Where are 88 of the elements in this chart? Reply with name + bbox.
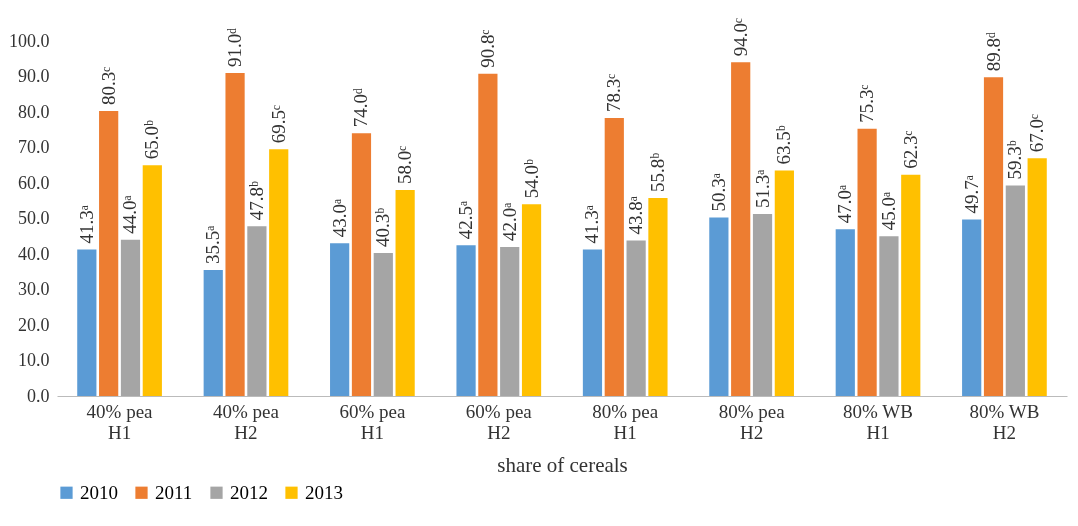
bar (752, 213, 773, 396)
data-label: 58.0ᶜ (394, 145, 416, 185)
data-label: 54.0ᵇ (520, 159, 542, 199)
bar (456, 245, 476, 396)
bar (731, 62, 751, 396)
data-label: 42.0ᵃ (498, 202, 520, 241)
x-tick-label: 80% WB H1 (843, 400, 913, 443)
bar (330, 243, 350, 396)
data-label: 42.5ᵃ (455, 200, 477, 240)
data-label: 41.3ᵃ (75, 204, 97, 244)
legend-label: 2012 (230, 481, 268, 503)
data-label: 91.0ᵈ (224, 27, 246, 67)
legend-label: 2013 (305, 481, 343, 503)
y-tick-label: 60.0 (18, 172, 50, 193)
bar (77, 249, 97, 396)
bar (604, 118, 624, 396)
data-label: 40.3ᵇ (372, 207, 394, 247)
bar (142, 165, 162, 396)
data-label: 44.0ᵃ (119, 195, 141, 234)
y-tick-label: 80.0 (18, 101, 50, 122)
data-label: 62.3ᶜ (899, 130, 921, 169)
bar (500, 246, 520, 396)
data-label: 65.0ᵇ (141, 120, 163, 160)
data-label: 41.3ᵃ (581, 204, 603, 244)
bar (626, 240, 646, 396)
x-tick-label: 60% pea H1 (339, 400, 406, 443)
bar (521, 204, 542, 396)
y-tick-label: 20.0 (18, 314, 50, 335)
bar (962, 219, 982, 396)
data-label: 51.3ᵃ (751, 169, 773, 208)
legend-label: 2010 (80, 481, 118, 503)
x-tick-label: 80% WB H2 (969, 400, 1040, 443)
bar (1027, 158, 1047, 396)
bar (983, 77, 1004, 396)
bar (648, 197, 668, 396)
data-label: 55.8ᵇ (646, 152, 668, 192)
data-label: 78.3ᶜ (603, 73, 625, 113)
bar (857, 128, 877, 396)
bar (203, 269, 223, 396)
x-axis-title: share of cereals (497, 452, 628, 477)
y-tick-label: 40.0 (18, 243, 50, 264)
data-label: 90.8ᶜ (476, 29, 498, 68)
y-tick-label: 50.0 (18, 208, 50, 228)
data-label: 67.0ᶜ (1026, 113, 1048, 153)
data-label: 74.0ᵈ (350, 88, 372, 128)
y-tick-label: 100.0 (9, 30, 50, 51)
data-label: 63.5ᵇ (773, 125, 795, 165)
bar (901, 174, 921, 396)
data-label: 43.8ᵃ (625, 196, 647, 235)
data-label: 89.8ᵈ (982, 31, 1004, 72)
bar (225, 72, 245, 396)
bar (1005, 185, 1025, 396)
bar (774, 170, 794, 396)
bar (351, 133, 372, 396)
bar (373, 252, 393, 396)
data-label: 45.0ᵃ (877, 191, 899, 231)
data-label: 59.3ᵇ (1004, 140, 1026, 180)
data-label: 47.0ᵃ (834, 184, 856, 224)
x-tick-label: 40% pea H2 (213, 400, 280, 443)
y-tick-label: 90.0 (18, 66, 50, 86)
data-label: 47.8ᵇ (245, 181, 267, 221)
bar (478, 73, 498, 396)
data-label: 94.0ᶜ (729, 18, 751, 57)
legend-label: 2011 (155, 481, 193, 503)
y-tick-label: 30.0 (18, 279, 50, 299)
data-label: 50.3ᵃ (707, 172, 729, 212)
data-label: 69.5ᶜ (267, 105, 289, 144)
data-label: 35.5ᵃ (202, 225, 224, 264)
bar (269, 149, 289, 396)
data-label: 80.3ᶜ (97, 66, 119, 105)
bar (395, 190, 415, 396)
data-label: 43.0ᵃ (328, 198, 350, 238)
data-label: 75.3ᶜ (856, 84, 878, 123)
bar (120, 239, 141, 396)
bar (835, 229, 855, 396)
x-tick-label: 80% pea H1 (592, 400, 659, 443)
bar (247, 226, 267, 396)
bar (879, 236, 899, 396)
x-tick-label: 60% pea H2 (465, 400, 533, 443)
bar (709, 217, 729, 396)
bar (582, 249, 603, 396)
y-tick-label: 0.0 (27, 385, 50, 406)
y-tick-label: 70.0 (18, 137, 50, 157)
data-label: 49.7ᵃ (960, 175, 982, 214)
x-tick-label: 80% pea H2 (718, 400, 786, 443)
bar (99, 110, 119, 396)
x-tick-label: 40% pea H1 (86, 400, 154, 443)
y-tick-label: 10.0 (18, 350, 50, 370)
